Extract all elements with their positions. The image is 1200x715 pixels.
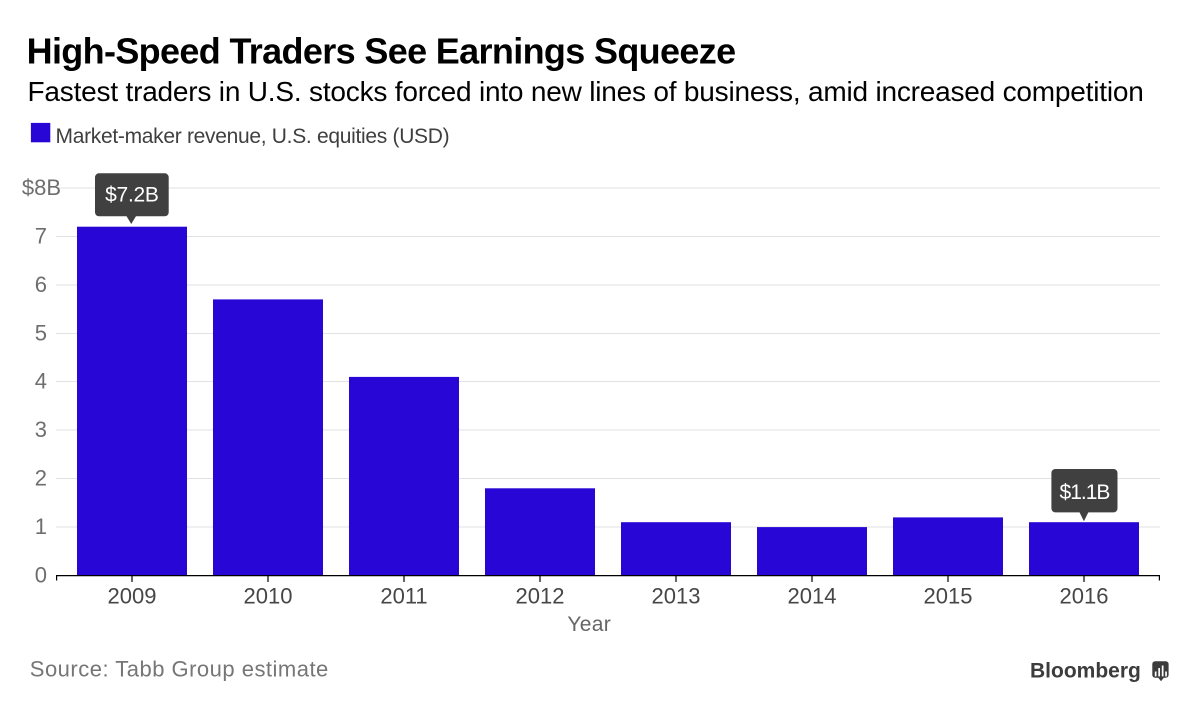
svg-text:2011: 2011 <box>380 584 427 609</box>
svg-text:Market-maker revenue, U.S. equ: Market-maker revenue, U.S. equities (USD… <box>56 125 450 148</box>
svg-text:Bloomberg: Bloomberg <box>1030 660 1141 683</box>
svg-text:High-Speed Traders See Earning: High-Speed Traders See Earnings Squeeze <box>27 31 736 72</box>
svg-text:1: 1 <box>35 514 47 539</box>
svg-text:5: 5 <box>35 320 47 345</box>
svg-text:2009: 2009 <box>108 584 157 609</box>
svg-text:Source: Tabb Group estimate: Source: Tabb Group estimate <box>30 657 329 682</box>
svg-text:0: 0 <box>35 563 47 588</box>
svg-text:$1.1B: $1.1B <box>1060 481 1110 504</box>
svg-text:6: 6 <box>35 272 47 297</box>
svg-text:2013: 2013 <box>652 584 701 609</box>
svg-text:2014: 2014 <box>788 584 837 609</box>
svg-text:2010: 2010 <box>244 584 293 609</box>
svg-text:Fastest traders in U.S. stocks: Fastest traders in U.S. stocks forced in… <box>28 76 1144 107</box>
svg-text:$7.2B: $7.2B <box>105 184 158 207</box>
svg-text:7: 7 <box>35 223 47 248</box>
svg-text:2: 2 <box>35 466 47 491</box>
svg-text:3: 3 <box>35 417 47 442</box>
svg-text:Year: Year <box>567 613 611 636</box>
svg-text:$8B: $8B <box>22 175 61 200</box>
svg-text:2016: 2016 <box>1060 584 1109 609</box>
svg-text:2015: 2015 <box>924 584 973 609</box>
svg-text:4: 4 <box>35 369 47 394</box>
svg-text:2012: 2012 <box>516 584 565 609</box>
